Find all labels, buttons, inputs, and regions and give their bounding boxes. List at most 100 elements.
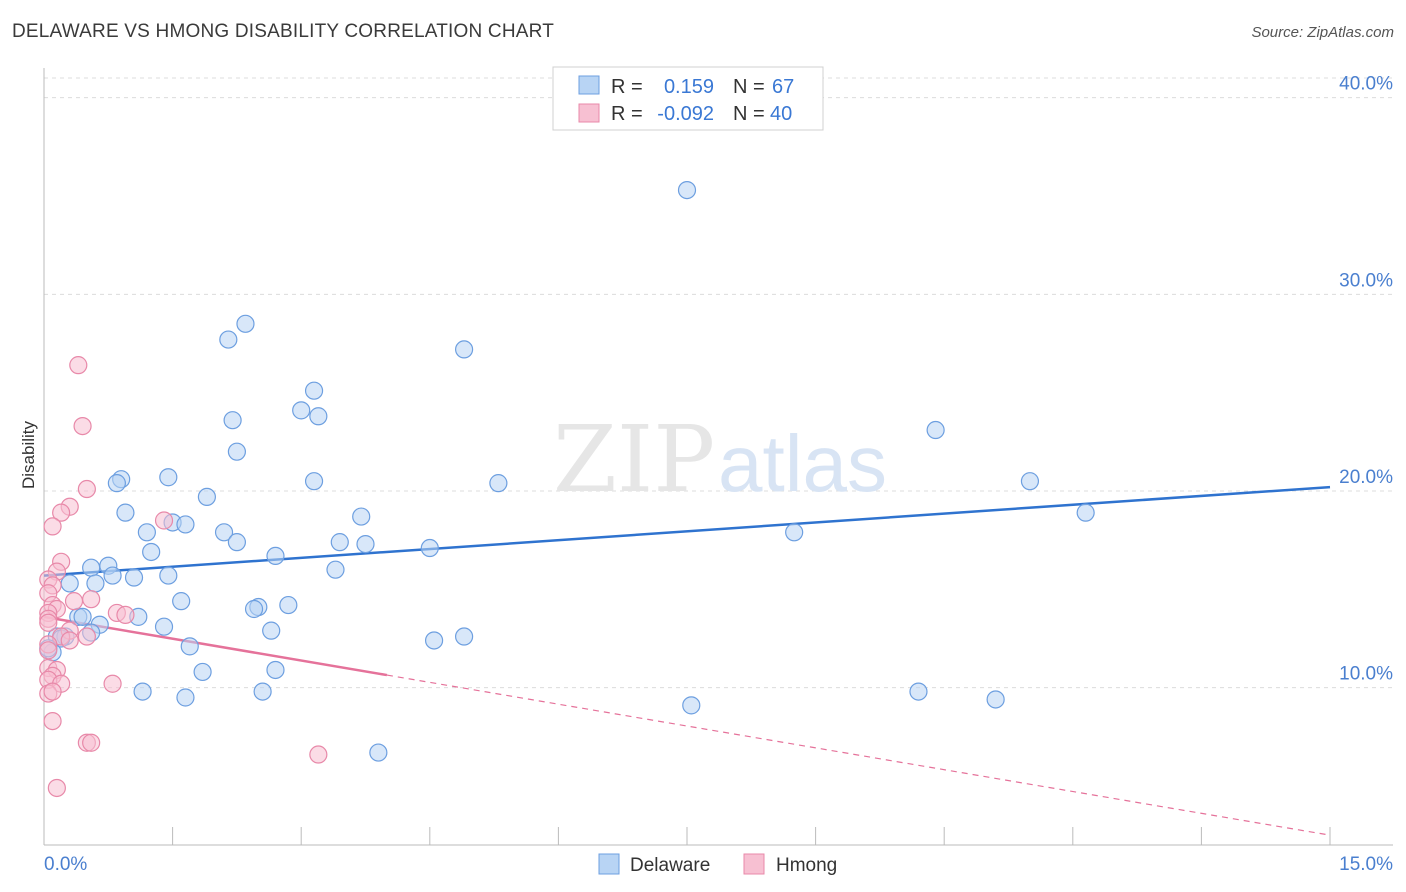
point-hmong (82, 733, 101, 752)
point-hmong (309, 745, 328, 764)
point-hmong (47, 778, 66, 798)
point-delaware (73, 607, 92, 626)
x-tick-label-min: 0.0% (44, 854, 87, 875)
point-delaware (86, 574, 105, 593)
point-delaware (785, 523, 804, 542)
axes (43, 68, 1393, 846)
bottom-legend-swatch-delaware (598, 853, 620, 875)
point-delaware (454, 627, 474, 646)
point-delaware (103, 566, 122, 585)
point-delaware (124, 568, 144, 587)
point-delaware (223, 411, 242, 430)
watermark: ZIP atlas (553, 406, 887, 513)
point-hmong (43, 517, 62, 536)
legend-swatch-hmong (578, 103, 600, 123)
point-delaware (159, 566, 178, 585)
legend-n-label-hmong: N = (733, 103, 765, 125)
point-delaware (1020, 472, 1040, 491)
y-tick-label: 40.0% (1339, 74, 1393, 95)
point-delaware (176, 515, 195, 534)
point-hmong (39, 613, 58, 632)
point-hmong (64, 592, 84, 611)
point-delaware (454, 340, 474, 359)
point-delaware (107, 474, 126, 493)
data-points (39, 181, 1095, 798)
point-delaware (304, 381, 324, 400)
point-delaware (227, 533, 246, 552)
point-hmong (103, 674, 122, 693)
point-delaware (986, 690, 1005, 709)
point-delaware (262, 621, 281, 640)
point-delaware (266, 546, 285, 566)
point-delaware (369, 743, 388, 762)
point-hmong (43, 682, 62, 701)
point-delaware (489, 474, 508, 493)
point-delaware (1076, 503, 1095, 522)
trend-line-hmong-extension (386, 674, 1331, 836)
point-delaware (159, 468, 178, 487)
point-delaware (424, 631, 444, 650)
point-delaware (266, 660, 285, 680)
point-delaware (677, 181, 697, 200)
bottom-legend-label-hmong: Hmong (776, 855, 837, 876)
point-delaware (176, 688, 195, 707)
point-delaware (236, 314, 255, 333)
point-hmong (154, 511, 174, 530)
point-hmong (77, 627, 96, 646)
point-hmong (77, 479, 96, 499)
point-hmong (43, 711, 62, 731)
point-delaware (682, 696, 701, 715)
watermark-zip: ZIP (553, 406, 715, 513)
point-delaware (116, 503, 135, 522)
point-hmong (60, 631, 79, 650)
point-delaware (420, 538, 439, 558)
point-delaware (356, 534, 375, 554)
point-delaware (172, 592, 191, 611)
y-tick-label: 30.0% (1339, 270, 1393, 291)
point-hmong (69, 356, 88, 375)
point-delaware (154, 617, 174, 636)
point-delaware (926, 420, 945, 440)
legend-r-label-hmong: R = (611, 103, 643, 125)
legend-n-value-hmong: 40 (770, 103, 792, 125)
point-delaware (244, 599, 264, 619)
source-label: Source: ZipAtlas.com (1251, 24, 1394, 41)
point-hmong (82, 590, 101, 609)
point-delaware (219, 330, 238, 349)
correlation-legend: R = 0.159 N = 67 R = -0.092 N = 40 (552, 66, 824, 131)
legend-n-label-delaware: N = (733, 76, 765, 98)
y-tick-label: 20.0% (1339, 467, 1393, 488)
point-delaware (309, 407, 328, 426)
point-delaware (326, 560, 345, 579)
point-delaware (133, 682, 152, 701)
point-hmong (39, 641, 58, 660)
legend-swatch-delaware (578, 75, 600, 95)
point-delaware (82, 558, 101, 577)
point-delaware (142, 542, 161, 562)
chart-title: DELAWARE VS HMONG DISABILITY CORRELATION… (12, 21, 554, 42)
legend-r-value-delaware: 0.159 (664, 76, 714, 98)
point-delaware (292, 401, 311, 420)
point-delaware (193, 662, 212, 682)
point-delaware (137, 523, 156, 542)
point-hmong (116, 605, 135, 625)
point-delaware (197, 487, 216, 506)
point-hmong (52, 503, 71, 522)
series-legend: Delaware Hmong (598, 853, 837, 876)
point-delaware (909, 682, 928, 701)
y-tick-labels: 10.0% 20.0% 30.0% 40.0% (1339, 74, 1393, 685)
x-tick-label-max: 15.0% (1339, 854, 1393, 875)
grid-lines (44, 77, 1393, 689)
point-delaware (253, 682, 272, 701)
watermark-atlas: atlas (718, 419, 887, 508)
bottom-legend-swatch-hmong (743, 853, 765, 875)
point-delaware (227, 442, 246, 461)
point-hmong (73, 417, 92, 436)
point-delaware (279, 595, 298, 615)
y-tick-label: 10.0% (1339, 664, 1393, 685)
point-delaware (352, 507, 371, 526)
point-delaware (214, 523, 234, 542)
y-axis-label: Disability (19, 420, 38, 489)
legend-r-label-delaware: R = (611, 76, 643, 98)
